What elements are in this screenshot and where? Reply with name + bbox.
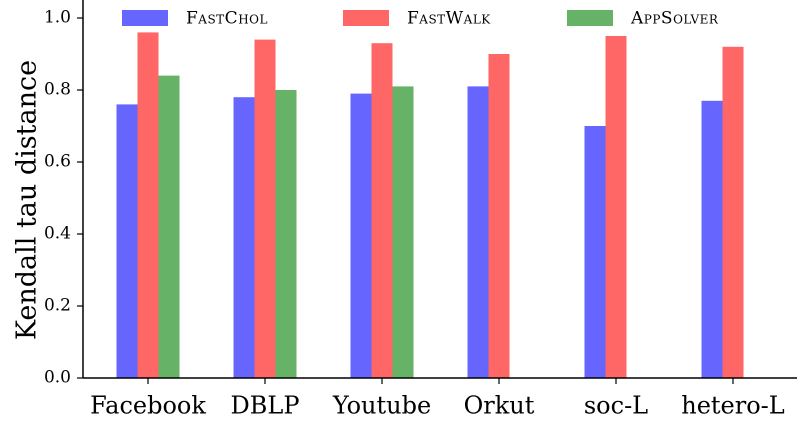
legend-swatch-appsolver [567,10,613,26]
bar-fastwalk-orkut [488,54,510,378]
bar-fastwalk-youtube [371,43,393,378]
bars-group [116,32,744,379]
y-tick-label: 0.2 [44,296,71,316]
x-tick-label-hetero-l: hetero-L [681,392,785,420]
y-tick-label: 0.4 [44,224,71,244]
x-tick-label-soc-l: soc-L [584,392,648,420]
bar-fastwalk-facebook [137,32,159,379]
y-tick-label: 1.0 [44,8,71,28]
bar-fastchol-youtube [350,93,372,378]
bar-appsolver-youtube [392,86,414,379]
x-tick-label-orkut: Orkut [464,392,535,420]
legend-label-appsolver: AppSolver [630,9,719,29]
bar-appsolver-dblp [275,90,297,378]
x-tick-label-facebook: Facebook [90,392,206,420]
x-ticks-group: Facebook DBLP Youtube Orkut soc-L hetero-L [90,378,785,420]
y-tick-label: 0.6 [44,152,71,172]
y-axis-label: Kendall tau distance [12,60,43,340]
bar-appsolver-facebook [158,75,180,378]
legend-swatch-fastwalk [343,10,389,26]
bar-fastchol-soc-l [584,126,606,378]
bar-fastchol-dblp [233,97,255,378]
y-ticks-group: 0.0 0.2 0.4 0.6 0.8 1.0 [44,8,83,388]
legend-swatch-fastchol [122,10,168,26]
x-tick-label-dblp: DBLP [231,392,300,420]
y-tick-label: 0.0 [44,368,71,388]
axes-group [82,0,797,379]
x-tick-label-youtube: Youtube [332,392,431,420]
bar-fastwalk-dblp [254,39,276,378]
bar-fastchol-facebook [116,104,138,379]
legend-label-fastwalk: FastWalk [407,9,491,29]
bar-fastchol-hetero-l [701,100,723,379]
legend-label-fastchol: FastChol [186,9,268,29]
bar-fastchol-orkut [467,86,489,379]
bar-fastwalk-soc-l [605,36,627,378]
legend: FastChol FastWalk AppSolver [122,9,719,29]
y-tick-label: 0.8 [44,80,71,100]
bar-fastwalk-hetero-l [722,46,744,379]
